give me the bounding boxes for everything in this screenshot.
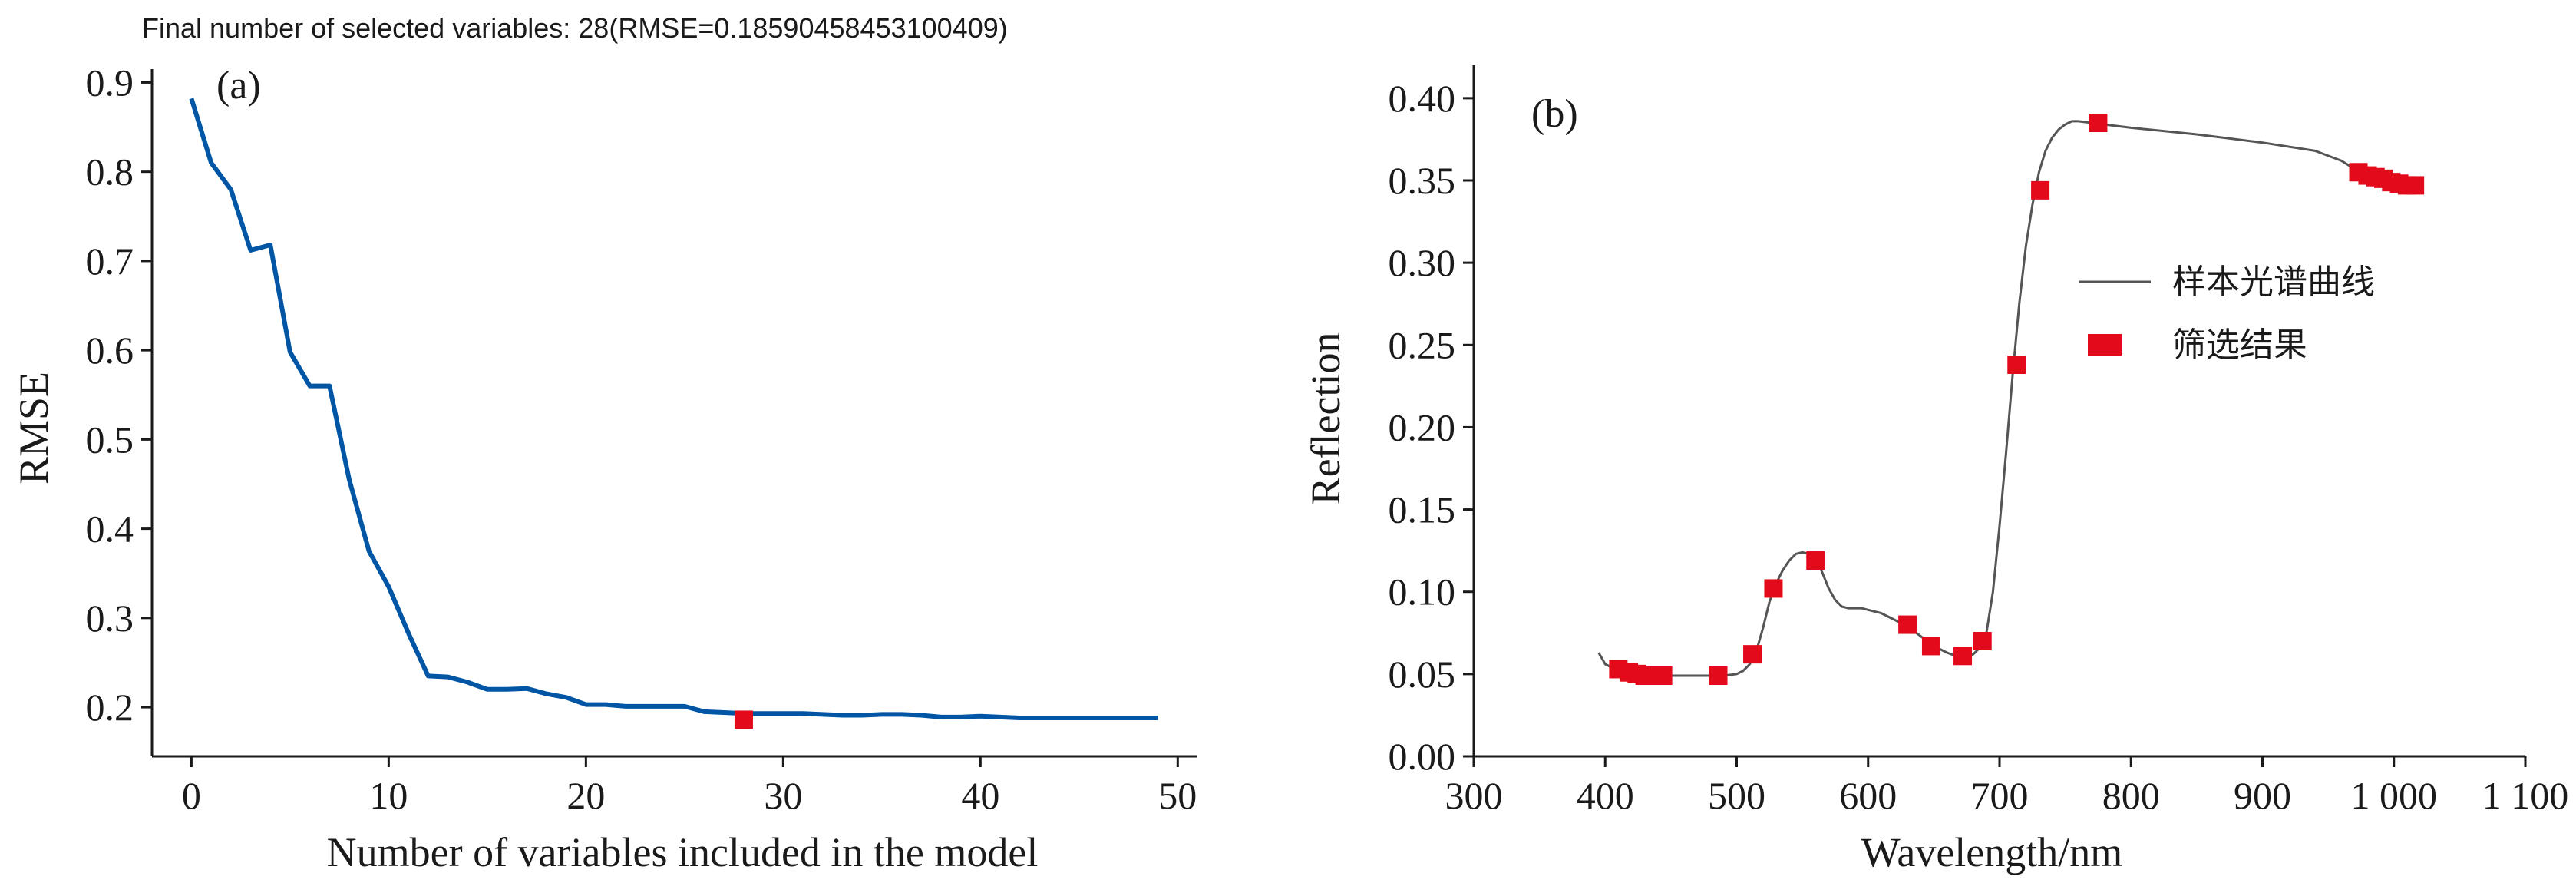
y-tick-label: 0.30	[1389, 241, 1456, 284]
chart-panel-b: 300 400 500 600 700 800 900 1 000 1 1000.000.050…	[1303, 65, 2568, 875]
x-tick-label: 0	[182, 774, 201, 817]
ticks-b: 300 400 500 600 700 800 900 1 000 1 1000.000.050…	[1389, 77, 2569, 817]
y-axis-label-a: RMSE	[11, 372, 57, 484]
x-tick-label: 40	[961, 774, 999, 817]
x-tick-label: 1 000	[2351, 774, 2438, 817]
y-tick-label: 0.9	[86, 61, 134, 104]
selected-point-marker	[1806, 551, 1825, 570]
y-tick-label: 0.35	[1389, 159, 1456, 202]
y-tick-label: 0.6	[86, 329, 134, 372]
selected-point-marker	[2089, 114, 2108, 132]
x-tick-label: 600	[1839, 774, 1897, 817]
y-tick-label: 0.3	[86, 597, 134, 640]
legend-label-spectrum: 样本光谱曲线	[2172, 263, 2375, 302]
chart-panel-a: 0 10 20 30 40 500.20.30.40.50.60.70.80.9 (a) …	[11, 61, 1197, 875]
x-tick-label: 800	[2102, 774, 2160, 817]
axes-a	[150, 69, 1197, 758]
x-axis-label-b: Wavelength/nm	[1861, 829, 2123, 875]
y-tick-label: 0.05	[1389, 653, 1456, 696]
selected-point-marker	[1898, 615, 1917, 634]
spectrum-series-line	[1597, 120, 2418, 677]
selected-point-marker	[1973, 632, 1992, 650]
legend-label-selected: 筛选结果	[2172, 326, 2307, 365]
panel-label-b: (b)	[1531, 92, 1578, 136]
legend-b: 样本光谱曲线 筛选结果	[2079, 263, 2375, 365]
selected-point-marker	[1921, 637, 1940, 656]
series-lines-b	[1597, 120, 2418, 677]
legend-marker-swatch	[2088, 334, 2122, 356]
figure-caption: Final number of selected variables: 28(R…	[142, 12, 1008, 44]
selected-point-marker	[2031, 180, 2050, 200]
y-tick-label: 0.8	[86, 150, 134, 193]
x-tick-label: 30	[764, 774, 802, 817]
selected-point-marker	[2007, 356, 2026, 374]
y-tick-label: 0.40	[1389, 77, 1456, 120]
selected-point-marker	[1953, 647, 1973, 666]
y-tick-label: 0.4	[86, 508, 134, 551]
x-tick-label: 400	[1577, 774, 1634, 817]
selected-point-marker	[1653, 666, 1673, 685]
series-lines-a	[189, 98, 1158, 720]
y-tick-label: 0.5	[86, 418, 134, 461]
y-axis-label-b: Reflection	[1303, 332, 1349, 505]
y-tick-label: 0.25	[1389, 323, 1456, 366]
selected-point-marker	[1764, 579, 1783, 598]
x-tick-label: 1 100	[2482, 774, 2569, 817]
selected-point-marker	[1709, 666, 1728, 685]
x-tick-label: 300	[1445, 774, 1503, 817]
y-tick-label: 0.15	[1389, 488, 1456, 531]
x-tick-label: 900	[2234, 774, 2291, 817]
markers-a	[734, 710, 753, 729]
x-tick-label: 10	[369, 774, 408, 817]
y-tick-label: 0.2	[86, 686, 134, 729]
ticks-a: 0 10 20 30 40 50 0.2 0.3 0.4 0.5 0.6 0.7 0.8 0.9	[86, 61, 1197, 817]
y-tick-label: 0.10	[1389, 570, 1456, 613]
selected-point-marker	[734, 710, 753, 729]
x-tick-label: 50	[1158, 774, 1197, 817]
markers-b	[1609, 114, 2425, 685]
y-tick-label: 0.00	[1389, 735, 1456, 778]
x-tick-label: 500	[1708, 774, 1765, 817]
selected-point-marker	[1743, 645, 1762, 664]
y-tick-label: 0.20	[1389, 405, 1456, 448]
rmse-series-line	[189, 98, 1158, 720]
y-tick-label: 0.7	[86, 240, 134, 283]
selected-point-marker	[2406, 176, 2425, 195]
x-axis-label-a: Number of variables included in the mode…	[327, 829, 1039, 875]
x-tick-label: 20	[566, 774, 605, 817]
x-tick-label: 700	[1971, 774, 2029, 817]
panel-label-a: (a)	[216, 64, 261, 107]
